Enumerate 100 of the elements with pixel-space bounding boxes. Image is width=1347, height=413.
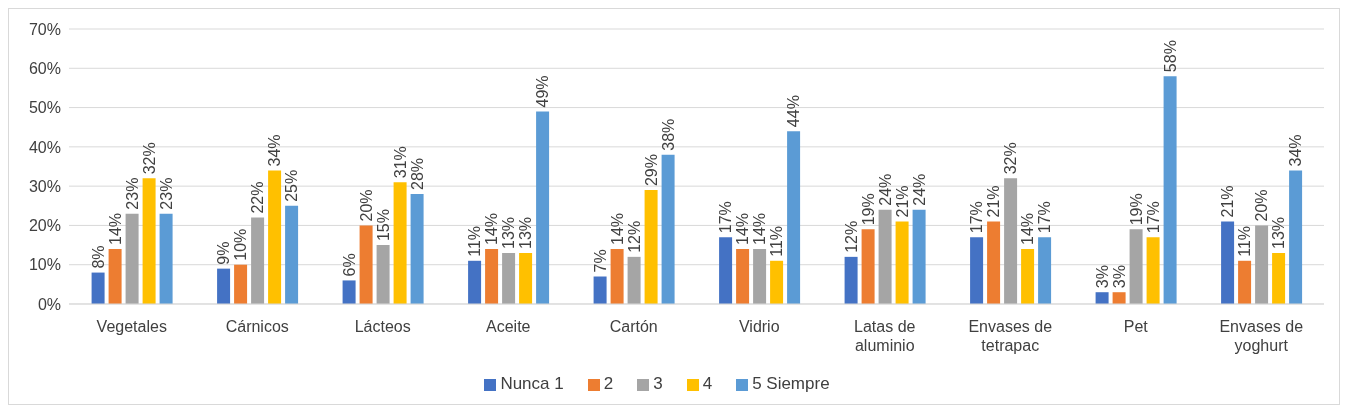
bar <box>753 249 767 304</box>
data-label: 17% <box>1036 201 1054 234</box>
bar <box>234 264 248 304</box>
data-label: 14% <box>751 212 769 245</box>
bar <box>610 249 624 304</box>
legend-label: 3 <box>653 374 663 393</box>
bar <box>1163 76 1177 304</box>
bar <box>468 260 482 304</box>
data-label: 14% <box>734 212 752 245</box>
data-label: 21% <box>1219 185 1237 218</box>
data-label: 8% <box>89 245 107 269</box>
legend-label: 2 <box>603 374 614 393</box>
bar <box>285 205 299 304</box>
x-tick-label: Envases de yoghurt <box>1219 318 1304 354</box>
x-tick-label: Pet <box>1123 318 1149 335</box>
x-tick-label: Aceite <box>486 318 531 335</box>
bar <box>770 260 784 304</box>
data-label: 44% <box>785 95 803 128</box>
data-label: 17% <box>717 201 735 234</box>
y-tick-label: 40% <box>28 138 61 156</box>
bar <box>736 249 750 304</box>
x-tick-label: Latas de aluminio <box>854 318 916 354</box>
data-label: 19% <box>859 193 877 226</box>
legend-label: 4 <box>702 374 713 393</box>
bar <box>1112 292 1126 304</box>
bar <box>1095 292 1109 304</box>
bar <box>719 237 733 304</box>
data-label: 11% <box>1236 225 1254 257</box>
bar <box>1221 221 1235 304</box>
bar <box>359 225 373 304</box>
bar <box>987 221 1001 304</box>
data-label: 25% <box>283 169 301 202</box>
data-label: 12% <box>842 220 860 253</box>
data-label: 58% <box>1161 40 1179 73</box>
bar <box>844 256 858 304</box>
y-tick-label: 50% <box>28 99 61 117</box>
data-label: 13% <box>1270 216 1288 249</box>
data-label: 20% <box>357 189 375 222</box>
bar <box>251 217 265 304</box>
data-label: 6% <box>340 253 358 277</box>
bar <box>895 221 909 304</box>
legend-label: Nunca 1 <box>500 374 564 393</box>
bar <box>108 249 122 304</box>
bar <box>1146 237 1160 304</box>
bar <box>393 182 407 304</box>
data-label: 13% <box>517 216 535 249</box>
bar <box>268 170 282 304</box>
data-label: 19% <box>1127 193 1145 226</box>
data-label: 11% <box>768 225 786 257</box>
bar <box>1004 178 1018 304</box>
bar <box>644 190 658 304</box>
bar <box>91 272 105 304</box>
data-label: 31% <box>391 146 409 179</box>
bar <box>861 229 875 304</box>
data-label: 29% <box>642 154 660 187</box>
bar <box>519 252 533 304</box>
data-label: 28% <box>408 157 426 190</box>
bar <box>593 276 607 304</box>
bar <box>410 194 424 304</box>
data-label: 38% <box>659 118 677 151</box>
bar <box>1238 260 1252 304</box>
bar <box>536 111 550 304</box>
x-tick-label: Vidrio <box>738 318 780 335</box>
data-label: 21% <box>893 185 911 218</box>
data-label: 34% <box>266 134 284 167</box>
y-tick-label: 10% <box>28 256 61 274</box>
bar <box>485 249 499 304</box>
y-tick-label: 0% <box>37 295 61 313</box>
bar <box>342 280 356 304</box>
x-tick-label: Cartón <box>609 318 658 335</box>
x-tick-label: Envases de tetrapac <box>968 318 1053 354</box>
data-label: 11% <box>466 225 484 257</box>
data-label: 32% <box>140 142 158 175</box>
data-label: 49% <box>534 75 552 108</box>
legend-label: 5 Siempre <box>752 374 830 393</box>
data-label: 17% <box>968 201 986 234</box>
bar <box>1038 237 1052 304</box>
data-label: 32% <box>1002 142 1020 175</box>
bar <box>1021 249 1035 304</box>
data-label: 14% <box>483 212 501 245</box>
data-label: 23% <box>123 177 141 210</box>
bar <box>787 131 801 304</box>
data-label: 22% <box>249 181 267 214</box>
data-label: 24% <box>910 173 928 206</box>
data-label: 23% <box>157 177 175 210</box>
x-tick-label: Vegetales <box>96 318 167 335</box>
bar <box>502 252 516 304</box>
bar <box>661 154 675 304</box>
x-tick-label: Lácteos <box>354 318 411 335</box>
y-tick-label: 20% <box>28 217 61 235</box>
x-tick-label: Cárnicos <box>225 318 289 335</box>
data-label: 13% <box>500 216 518 249</box>
bar <box>1272 252 1286 304</box>
data-label: 24% <box>876 173 894 206</box>
bar <box>912 209 926 304</box>
data-label: 34% <box>1287 134 1305 167</box>
data-label: 14% <box>1019 212 1037 245</box>
data-label: 12% <box>625 220 643 253</box>
bar <box>217 268 231 304</box>
bar <box>125 213 139 304</box>
